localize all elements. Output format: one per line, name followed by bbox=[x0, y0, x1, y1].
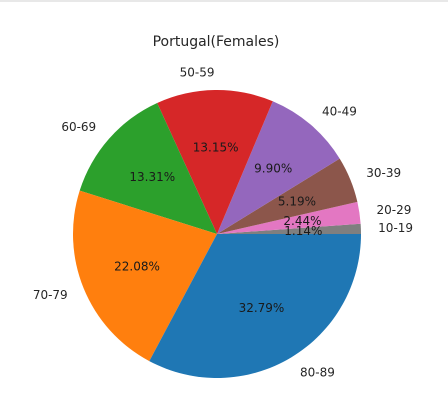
chart-title: Portugal(Females) bbox=[153, 34, 280, 50]
pie-percent-label-10-19: 1.14% bbox=[284, 224, 322, 238]
pie-category-labels: 10-19 20-29 30-39 40-49 50-59 60-69 70-79 80-89 bbox=[33, 66, 413, 380]
pie-percent-label-20-29: 2.44% bbox=[283, 214, 321, 228]
pie-category-label-80-89: 80-89 bbox=[300, 365, 335, 379]
pie-percent-label-40-49: 9.90% bbox=[254, 161, 292, 175]
pie-slice-60-69 bbox=[79, 103, 217, 234]
pie-slice-40-49 bbox=[217, 101, 340, 234]
pie-category-label-10-19: 10-19 bbox=[378, 221, 413, 235]
pie-percent-label-30-39: 5.19% bbox=[278, 194, 316, 208]
pie-slice-80-89 bbox=[149, 234, 361, 378]
pie-percent-label-50-59: 13.15% bbox=[193, 141, 239, 155]
pie-category-label-50-59: 50-59 bbox=[180, 66, 215, 80]
pie-category-label-30-39: 30-39 bbox=[366, 166, 401, 180]
pie-category-label-60-69: 60-69 bbox=[61, 120, 96, 134]
pie-slice-20-29 bbox=[217, 201, 361, 234]
pie-category-label-40-49: 40-49 bbox=[322, 105, 357, 119]
pie-slice-50-59 bbox=[157, 90, 273, 234]
pie-slices bbox=[73, 90, 361, 378]
pie-percent-label-80-89: 32.79% bbox=[239, 301, 285, 315]
pie-slice-10-19 bbox=[217, 223, 361, 234]
pie-category-label-70-79: 70-79 bbox=[33, 288, 68, 302]
pie-category-label-20-29: 20-29 bbox=[377, 203, 412, 217]
pie-slice-70-79 bbox=[73, 190, 217, 362]
pie-percent-label-70-79: 22.08% bbox=[114, 260, 160, 274]
pie-slice-30-39 bbox=[217, 158, 358, 234]
pie-percent-labels: 1.14%2.44% 5.19% 9.90% 13.15% 13.31% 22.08% 32… bbox=[114, 141, 322, 315]
pie-percent-label-60-69: 13.31% bbox=[129, 170, 175, 184]
